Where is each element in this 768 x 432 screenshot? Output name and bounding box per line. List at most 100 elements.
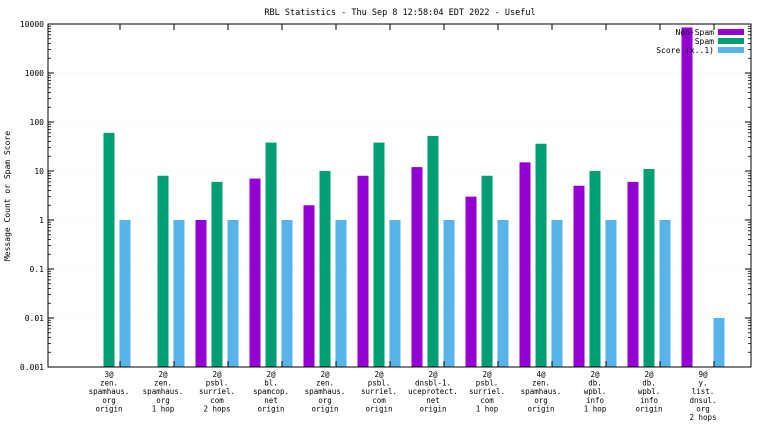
x-category-label-line: uceprotect. bbox=[408, 387, 458, 396]
bar-spam bbox=[589, 171, 601, 367]
x-category-label-line: zen. bbox=[316, 379, 334, 388]
y-tick-label: 0.1 bbox=[30, 265, 45, 274]
legend-swatch bbox=[718, 29, 744, 35]
x-category-label-line: zen. bbox=[532, 379, 550, 388]
x-category-label-line: zen. bbox=[100, 379, 118, 388]
y-tick-label: 10000 bbox=[20, 20, 44, 29]
x-category-label-line: 4@ bbox=[536, 370, 546, 379]
y-tick-label: 10 bbox=[34, 167, 44, 176]
bar-score-x-1- bbox=[281, 220, 293, 367]
x-category-label: 2@ db. wpbl. info 1 hop bbox=[584, 370, 607, 413]
x-category-label-line: psbl. bbox=[368, 379, 391, 388]
x-category-label-line: 2@ bbox=[644, 370, 654, 379]
y-tick-label: 1 bbox=[39, 216, 44, 225]
x-category-label: 2@ bl. spamcop. net origin bbox=[253, 370, 289, 413]
x-category-label-line: origin bbox=[311, 404, 338, 413]
x-category-label-line: wpbl. bbox=[638, 387, 661, 396]
x-category-label-line: dnsbl-1. bbox=[415, 379, 451, 388]
bar-non-spam bbox=[465, 196, 477, 367]
x-category-label: 3@ zen. spamhaus. org origin bbox=[89, 370, 130, 413]
x-category-label-line: spamhaus. bbox=[143, 387, 184, 396]
x-category-label-line: com bbox=[480, 396, 494, 405]
x-category-label-line: org bbox=[534, 396, 548, 405]
x-category-label: 2@ dnsbl-1. uceprotect. net origin bbox=[408, 370, 458, 413]
x-category-label-line: 2@ bbox=[482, 370, 492, 379]
x-category-label-line: 2@ bbox=[266, 370, 276, 379]
x-category-label-line: origin bbox=[527, 404, 554, 413]
x-category-label-line: origin bbox=[365, 404, 392, 413]
bar-non-spam bbox=[681, 27, 693, 368]
x-category-label-line: 2 hops bbox=[203, 404, 230, 413]
x-category-label-line: com bbox=[372, 396, 386, 405]
x-category-label-line: y. bbox=[698, 379, 707, 388]
x-category-label: 4@ zen. spamhaus. org origin bbox=[521, 370, 562, 413]
x-category-label-line: org bbox=[156, 396, 170, 405]
x-category-label-line: org bbox=[102, 396, 116, 405]
legend-swatch bbox=[718, 38, 744, 44]
x-category-label: 2@ psbl. surriel. com 2 hops bbox=[199, 370, 235, 413]
bar-score-x-1- bbox=[119, 220, 131, 367]
bar-non-spam bbox=[249, 178, 261, 367]
bar-score-x-1- bbox=[443, 220, 455, 367]
plot-frame bbox=[47, 23, 752, 368]
x-category-label-line: origin bbox=[419, 404, 446, 413]
x-category-label-line: 2@ bbox=[374, 370, 384, 379]
x-category-label-line: dnsul. bbox=[689, 396, 716, 405]
x-category-label-line: psbl. bbox=[476, 379, 499, 388]
bar-non-spam bbox=[573, 185, 585, 367]
x-category-label-line: bl. bbox=[264, 379, 278, 388]
bar-score-x-1- bbox=[497, 220, 509, 367]
bar-score-x-1- bbox=[605, 220, 617, 367]
bar-series bbox=[103, 27, 725, 368]
legend-label: Non-Spam bbox=[675, 28, 714, 37]
x-category-label-line: wpbl. bbox=[584, 387, 607, 396]
x-category-label-line: db. bbox=[642, 379, 656, 388]
x-category-label-line: info bbox=[640, 396, 659, 405]
x-category-label-line: origin bbox=[257, 404, 284, 413]
x-category-label-line: origin bbox=[635, 404, 662, 413]
x-category-label-line: surriel. bbox=[469, 387, 505, 396]
x-category-label-line: spamhaus. bbox=[521, 387, 562, 396]
bar-spam bbox=[427, 135, 439, 367]
bar-score-x-1- bbox=[227, 220, 239, 367]
bar-non-spam bbox=[303, 205, 315, 367]
y-axis-ticks: 0.001 0.01 0.1 1 10 100 1000 10000 bbox=[20, 20, 751, 372]
x-category-label: 2@ psbl. surriel. com origin bbox=[361, 370, 397, 413]
x-category-label-line: 1 hop bbox=[584, 404, 607, 413]
x-category-label-line: 1 hop bbox=[476, 404, 499, 413]
bar-spam bbox=[103, 132, 115, 367]
x-category-label-line: org bbox=[318, 396, 332, 405]
legend-label: Spam bbox=[695, 37, 714, 46]
x-category-label-line: 1 hop bbox=[152, 404, 175, 413]
x-category-label-line: list. bbox=[692, 387, 715, 396]
legend-label: Score (x..1) bbox=[656, 46, 714, 55]
x-category-label-line: org bbox=[696, 404, 710, 413]
bar-spam bbox=[265, 142, 277, 367]
x-category-label-line: 2@ bbox=[590, 370, 600, 379]
bar-score-x-1- bbox=[173, 220, 185, 367]
bar-spam bbox=[319, 171, 331, 367]
y-tick-label: 0.001 bbox=[20, 363, 44, 372]
y-tick-label: 100 bbox=[30, 118, 45, 127]
bar-non-spam bbox=[195, 220, 207, 367]
x-category-label: 2@ db. wpbl. info origin bbox=[635, 370, 662, 413]
bar-score-x-1- bbox=[713, 318, 725, 367]
x-category-label-line: origin bbox=[95, 404, 122, 413]
bar-spam bbox=[373, 142, 385, 367]
x-category-label-line: 2@ bbox=[320, 370, 330, 379]
bar-spam bbox=[535, 143, 547, 367]
x-category-label: 2@ zen. spamhaus. org origin bbox=[305, 370, 346, 413]
bar-non-spam bbox=[519, 162, 531, 367]
bar-spam bbox=[481, 175, 493, 367]
x-category-label-line: spamhaus. bbox=[305, 387, 346, 396]
x-category-label-line: 2 hops bbox=[689, 413, 716, 422]
x-category-label-line: db. bbox=[588, 379, 602, 388]
x-category-label-line: 2@ bbox=[428, 370, 438, 379]
x-category-label-line: 9@ bbox=[698, 370, 708, 379]
y-tick-label: 0.01 bbox=[25, 314, 44, 323]
x-category-label-line: surriel. bbox=[199, 387, 235, 396]
x-category-label-line: spamhaus. bbox=[89, 387, 130, 396]
